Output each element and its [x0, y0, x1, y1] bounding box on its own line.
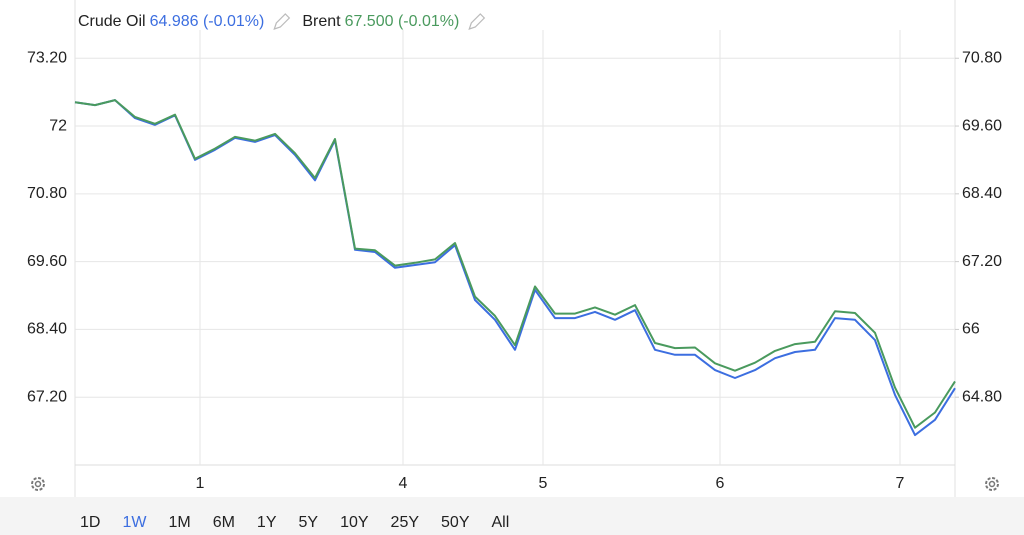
y-tick-label: 69.60	[27, 253, 67, 270]
y2-tick-label: 67.20	[962, 253, 1002, 270]
range-button[interactable]: 1Y	[257, 514, 277, 531]
range-button[interactable]: 1M	[168, 514, 190, 531]
range-button[interactable]: 1W	[122, 514, 147, 531]
range-button[interactable]: 1D	[80, 514, 100, 531]
x-tick-label: 4	[399, 475, 408, 492]
y-tick-label: 73.20	[27, 49, 67, 66]
x-tick-label: 5	[539, 475, 548, 492]
range-button[interactable]: All	[491, 514, 509, 531]
range-button[interactable]: 10Y	[340, 514, 369, 531]
x-tick-label: 1	[196, 475, 205, 492]
y-tick-label: 67.20	[27, 388, 67, 405]
range-button[interactable]: 50Y	[441, 514, 470, 531]
y-tick-label: 68.40	[27, 321, 67, 338]
range-button[interactable]: 6M	[213, 514, 235, 531]
y2-tick-label: 69.60	[962, 117, 1002, 134]
range-bar	[0, 497, 1024, 535]
legend-name: Brent	[302, 13, 341, 30]
y2-tick-label: 64.80	[962, 388, 1002, 405]
settings-left[interactable]	[31, 477, 45, 491]
series-line	[74, 99, 956, 437]
legend-quote: 67.500 (-0.01%)	[345, 13, 460, 30]
legend-quote: 64.986 (-0.01%)	[150, 13, 265, 30]
x-tick-label: 6	[716, 475, 725, 492]
settings-right[interactable]	[985, 477, 999, 491]
y2-tick-label: 66	[962, 321, 980, 338]
y2-tick-label: 70.80	[962, 49, 1002, 66]
y-tick-label: 72	[49, 117, 67, 134]
y2-tick-label: 68.40	[962, 185, 1002, 202]
series-line	[74, 99, 956, 429]
legend: Crude Oil 64.986 (-0.01%) Brent 67.500 (-0.…	[78, 13, 486, 30]
y-tick-label: 70.80	[27, 185, 67, 202]
x-tick-label: 7	[896, 475, 905, 492]
edit-icon[interactable]	[468, 13, 486, 30]
range-button[interactable]: 5Y	[299, 514, 319, 531]
edit-icon[interactable]	[273, 13, 291, 30]
range-button[interactable]: 25Y	[391, 514, 420, 531]
legend-name: Crude Oil	[78, 13, 146, 30]
